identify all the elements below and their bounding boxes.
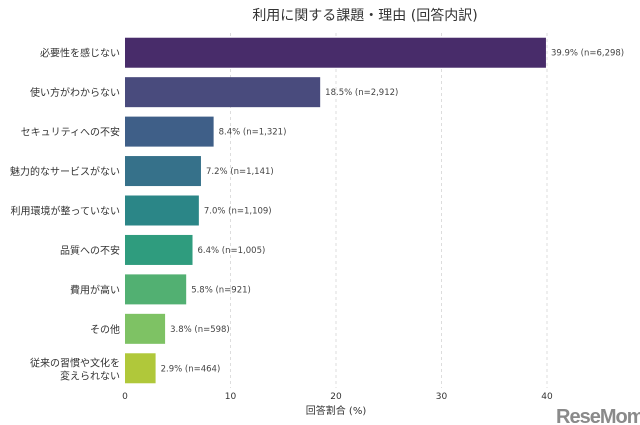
x-tick-label: 40 <box>541 392 553 402</box>
category-label: 費用が高い <box>70 283 120 296</box>
bar <box>125 77 321 108</box>
x-tick-label: 0 <box>122 392 128 402</box>
bar <box>125 234 193 265</box>
x-axis-label: 回答割合 (%) <box>306 404 367 417</box>
data-label: 18.5% (n=2,912) <box>325 88 398 98</box>
resemom-logo: ReseMom <box>556 406 640 425</box>
data-label: 39.9% (n=6,298) <box>551 49 624 59</box>
bar <box>125 37 546 68</box>
category-label: 必要性を感じない <box>40 47 120 60</box>
category-label: 利用環境が整っていない <box>11 205 121 218</box>
data-label: 3.8% (n=598) <box>170 325 230 335</box>
bar <box>125 274 187 305</box>
bar <box>125 313 166 344</box>
data-label: 6.4% (n=1,005) <box>198 246 266 256</box>
category-label: 従来の習慣や文化を変えられない <box>30 356 120 382</box>
data-label: 7.0% (n=1,109) <box>204 207 272 217</box>
category-label: 品質への不安 <box>60 244 120 257</box>
chart-title: 利用に関する課題・理由 (回答内訳) <box>252 7 477 24</box>
data-label: 7.2% (n=1,141) <box>206 167 274 177</box>
bar <box>125 195 199 226</box>
category-label: セキュリティへの不安 <box>21 126 120 139</box>
category-label: その他 <box>90 323 120 336</box>
bar <box>125 156 201 187</box>
x-tick-label: 30 <box>436 392 448 402</box>
x-tick-label: 20 <box>330 392 342 402</box>
data-label: 2.9% (n=464) <box>161 364 221 374</box>
category-label: 使い方がわからない <box>30 86 120 99</box>
x-tick-label: 10 <box>225 392 237 402</box>
data-label: 8.4% (n=1,321) <box>219 128 287 138</box>
bar <box>125 353 156 384</box>
category-label: 魅力的なサービスがない <box>10 165 120 178</box>
data-label: 5.8% (n=921) <box>191 285 251 295</box>
bar <box>125 116 214 147</box>
